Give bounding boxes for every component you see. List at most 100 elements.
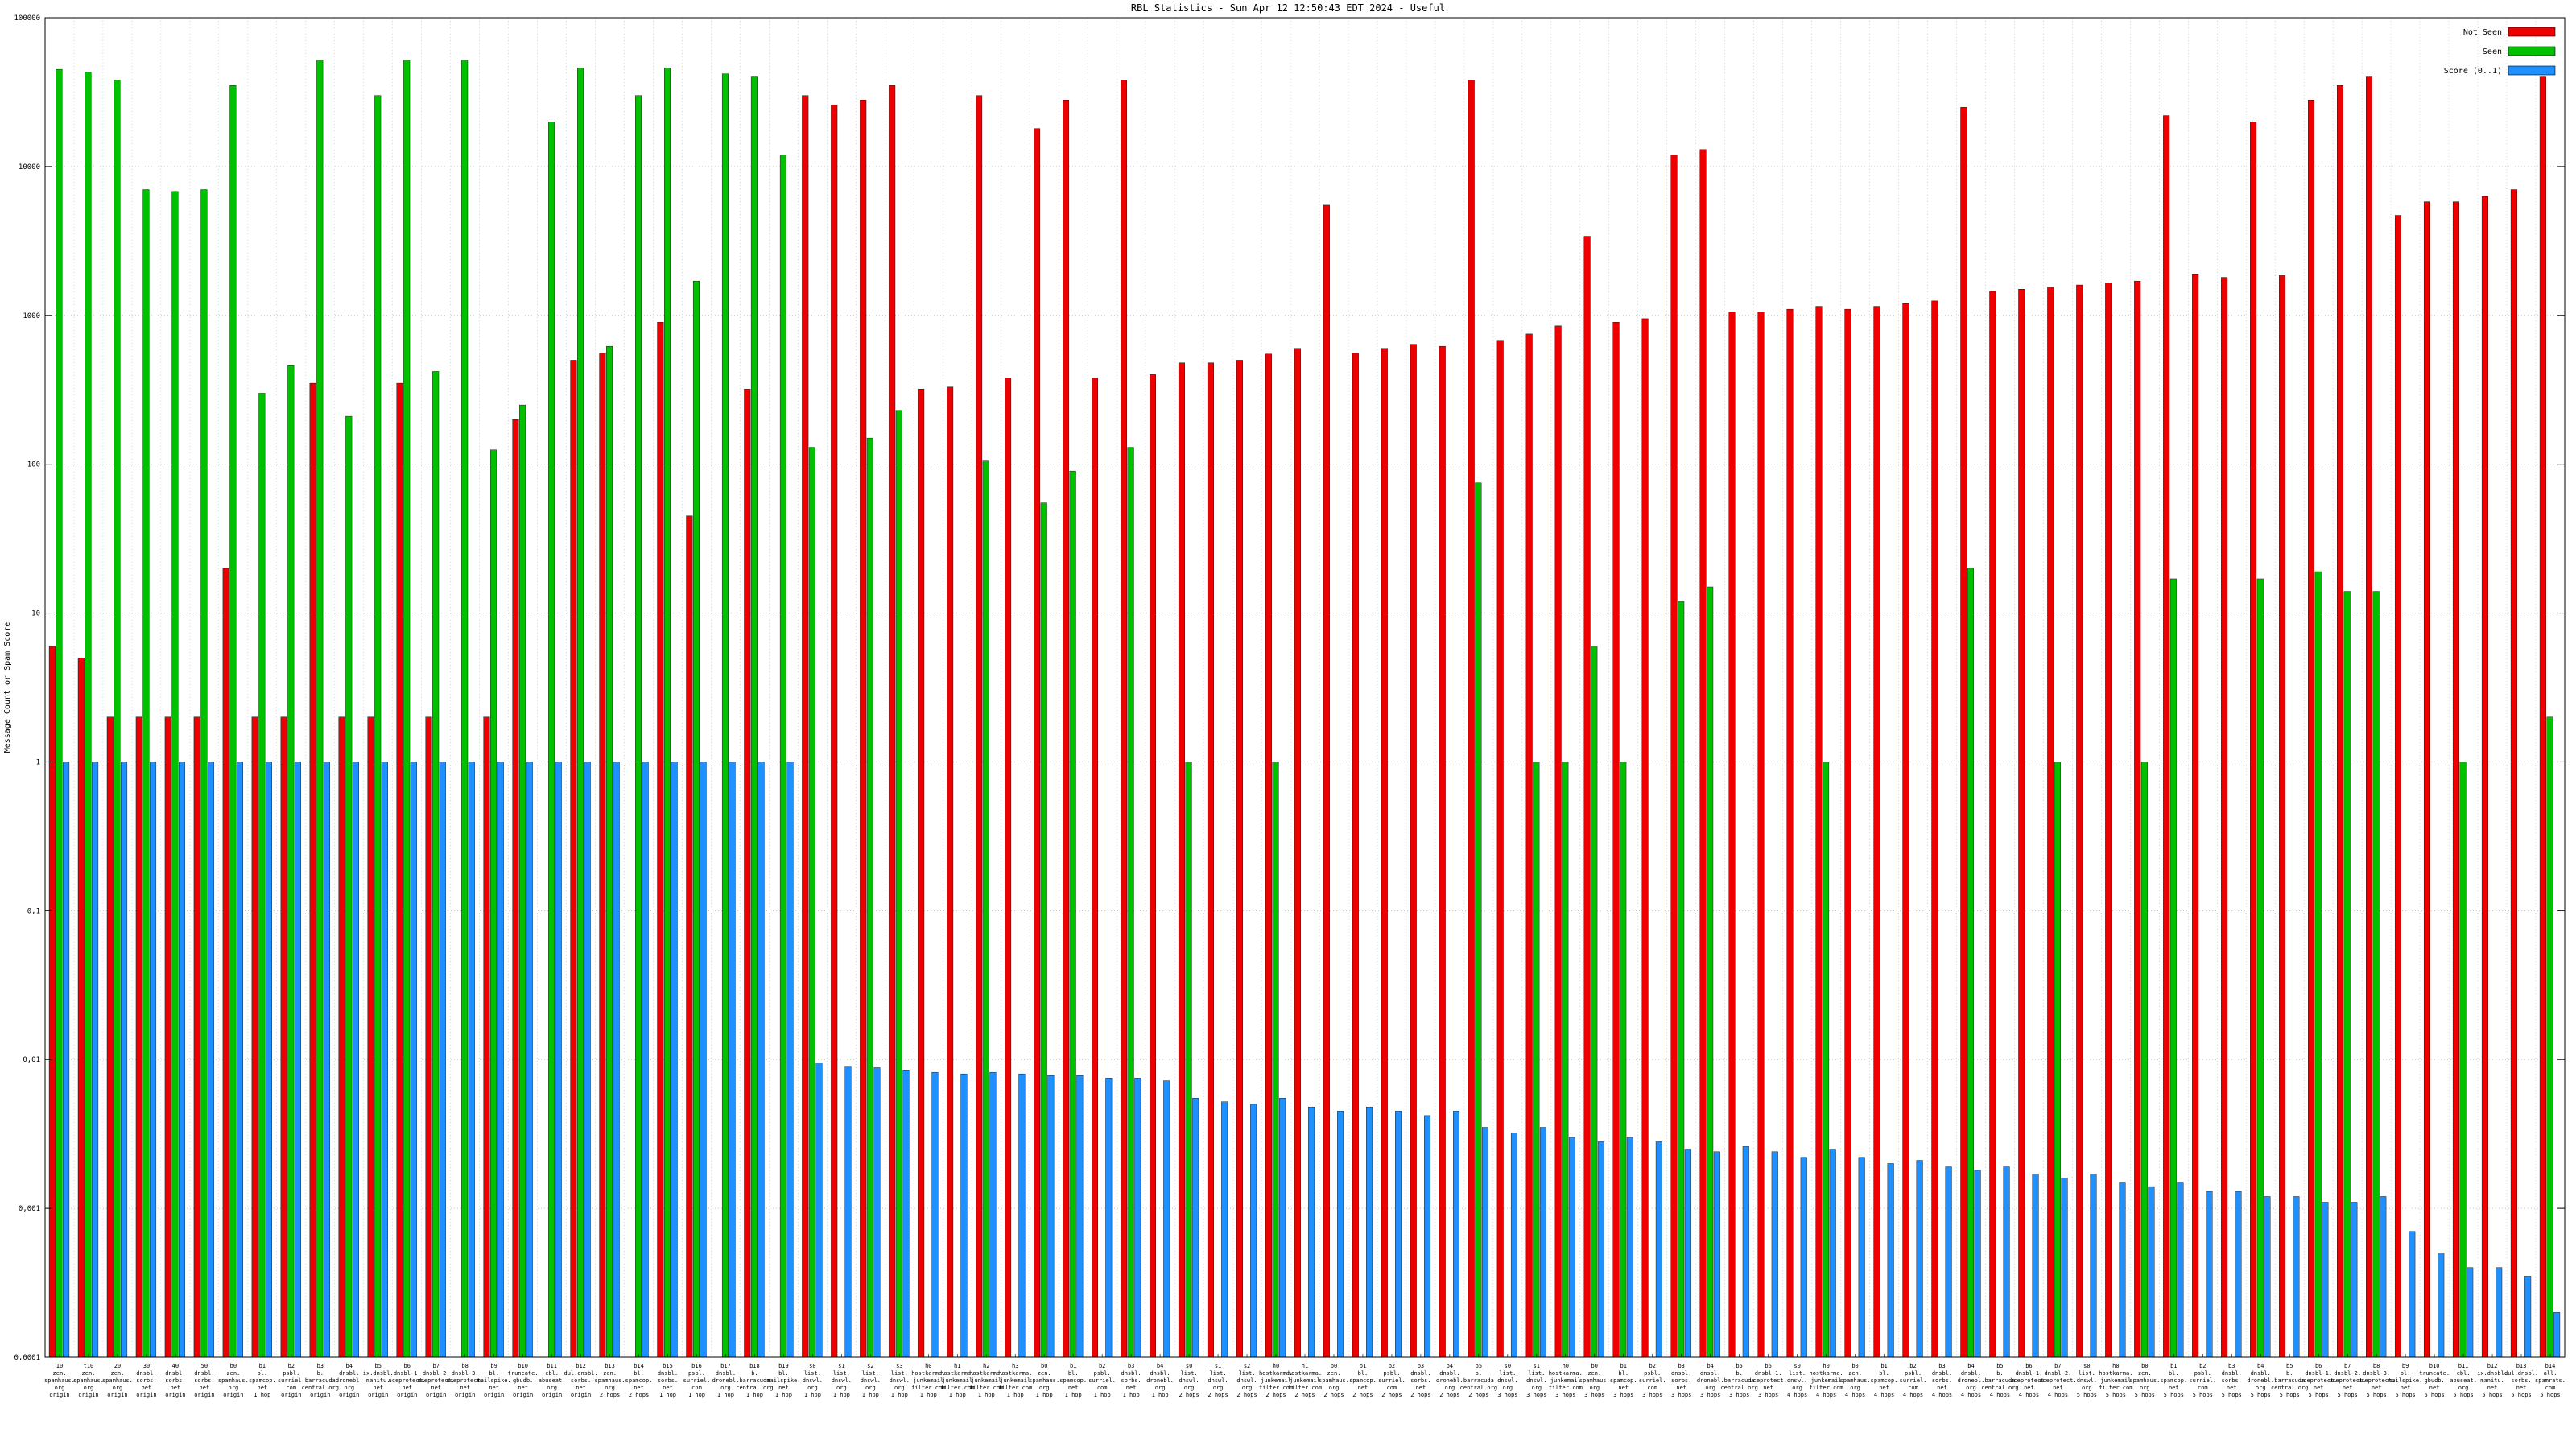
bar-not-seen bbox=[164, 716, 171, 1358]
bar-seen bbox=[1533, 762, 1540, 1358]
bar-not-seen bbox=[2423, 201, 2430, 1358]
x-tick-label: 10 zen. spamhaus. org origin bbox=[44, 1363, 75, 1398]
bar-score bbox=[2264, 1196, 2271, 1358]
bar-not-seen bbox=[512, 419, 519, 1358]
bar-score bbox=[265, 762, 272, 1358]
bar-not-seen bbox=[2076, 284, 2083, 1358]
bar-score bbox=[1945, 1166, 1952, 1358]
bar-score bbox=[584, 762, 591, 1358]
bar-not-seen bbox=[1178, 362, 1185, 1358]
bar-score bbox=[1279, 1098, 1286, 1358]
x-tick-label: b1 bl. spamcop. net 1 hop bbox=[1059, 1363, 1087, 1398]
bar-score bbox=[1221, 1101, 1228, 1358]
x-tick-label: b7 dnsbl-2. uceprotect. net origin bbox=[418, 1363, 455, 1398]
bar-not-seen bbox=[1728, 312, 1736, 1358]
x-tick-label: h0 hostkarma. junkemail filter.com 4 hops bbox=[1810, 1363, 1843, 1398]
x-tick-label: b0 zen. spamhaus. org 3 hops bbox=[1579, 1363, 1610, 1398]
bar-score bbox=[1018, 1073, 1026, 1358]
bar-seen bbox=[1475, 482, 1482, 1358]
bar-score bbox=[758, 762, 765, 1358]
bar-seen bbox=[750, 76, 758, 1358]
x-tick-label: b11 cbl. abuseat. org origin bbox=[539, 1363, 566, 1398]
bar-score bbox=[1250, 1104, 1257, 1358]
x-tick-label: s2 list. dnswl. org 2 hops bbox=[1236, 1363, 1257, 1398]
bar-seen bbox=[2314, 571, 2322, 1358]
bar-seen bbox=[1562, 762, 1569, 1358]
bar-score bbox=[2438, 1253, 2445, 1358]
bar-not-seen bbox=[309, 382, 316, 1358]
x-tick-label: s1 list. dnswl. org 3 hops bbox=[1526, 1363, 1546, 1398]
bar-score bbox=[786, 762, 794, 1358]
bar-seen bbox=[1967, 568, 1974, 1358]
bar-seen bbox=[895, 410, 902, 1358]
x-tick-label: b0 zen. spamhaus. org 5 hops bbox=[2129, 1363, 2160, 1398]
x-tick-label: b2 psbl. surriel. com 3 hops bbox=[1639, 1363, 1666, 1398]
x-tick-label: s0 list. dnswl. org 1 hop bbox=[803, 1363, 823, 1398]
bar-score bbox=[63, 762, 70, 1358]
bar-not-seen bbox=[1005, 378, 1012, 1358]
bar-not-seen bbox=[1468, 80, 1475, 1358]
x-tick-label: s2 list. dnswl. org 1 hop bbox=[861, 1363, 881, 1398]
bar-seen bbox=[56, 68, 63, 1358]
bar-seen bbox=[548, 122, 555, 1358]
legend-label: Not Seen bbox=[2463, 28, 2502, 37]
bar-score bbox=[439, 762, 446, 1358]
bar-not-seen bbox=[1554, 325, 1562, 1358]
legend-swatch bbox=[2508, 27, 2556, 37]
x-tick-label: b8 dnsbl-3. uceprotect. net origin bbox=[446, 1363, 483, 1398]
bar-score bbox=[1829, 1149, 1836, 1358]
bar-score bbox=[2409, 1231, 2416, 1358]
bar-not-seen bbox=[802, 95, 809, 1358]
bar-score bbox=[2119, 1182, 2126, 1358]
bar-seen bbox=[171, 191, 179, 1358]
bar-seen bbox=[432, 371, 440, 1358]
bar-seen bbox=[114, 80, 121, 1358]
bar-not-seen bbox=[1699, 149, 1707, 1358]
y-tick-label: 1000 bbox=[23, 312, 40, 320]
bar-score bbox=[1337, 1111, 1344, 1358]
bar-not-seen bbox=[483, 716, 490, 1358]
bar-seen bbox=[663, 68, 671, 1358]
x-tick-label: b7 dnsbl-2. uceprotect. net 4 hops bbox=[2039, 1363, 2076, 1398]
x-tick-label: b5 ix.dnsbl. manitu. net origin bbox=[363, 1363, 394, 1398]
bar-score bbox=[2553, 1312, 2561, 1358]
y-tick-label: 0,01 bbox=[23, 1056, 40, 1064]
x-tick-label: b5 b. barracuda central.org 4 hops bbox=[1981, 1363, 2018, 1398]
bar-seen bbox=[1272, 762, 1279, 1358]
bar-seen bbox=[1678, 601, 1685, 1358]
bar-score bbox=[873, 1067, 881, 1358]
bar-not-seen bbox=[2279, 275, 2286, 1358]
x-tick-label: b4 dnsbl. dronebl. org 2 hops bbox=[1436, 1363, 1463, 1398]
bar-score bbox=[352, 762, 359, 1358]
bar-score bbox=[2496, 1267, 2503, 1358]
bar-not-seen bbox=[135, 716, 142, 1358]
bar-seen bbox=[721, 73, 729, 1358]
x-tick-label: b1 bl. spamcop. net 4 hops bbox=[1871, 1363, 1898, 1398]
bar-not-seen bbox=[831, 104, 838, 1358]
bar-not-seen bbox=[2221, 277, 2228, 1358]
bar-not-seen bbox=[2250, 122, 2257, 1358]
x-tick-label: b5 b. barracuda central.org 5 hops bbox=[2271, 1363, 2308, 1398]
x-tick-label: b3 dnsbl. sorbs. net 2 hops bbox=[1410, 1363, 1430, 1398]
bar-score bbox=[1395, 1111, 1402, 1358]
legend: Not Seen Seen Score (0..1) bbox=[2444, 27, 2556, 76]
x-tick-label: b1 bl. spamcop. net 5 hops bbox=[2160, 1363, 2187, 1398]
bar-not-seen bbox=[686, 515, 693, 1358]
bar-not-seen bbox=[338, 716, 345, 1358]
bar-score bbox=[121, 762, 128, 1358]
bar-not-seen bbox=[1063, 100, 1070, 1358]
bar-not-seen bbox=[1381, 348, 1388, 1358]
bar-not-seen bbox=[1496, 340, 1504, 1358]
bar-not-seen bbox=[1583, 236, 1591, 1358]
legend-label: Seen bbox=[2483, 47, 2502, 56]
bar-not-seen bbox=[1294, 348, 1301, 1358]
bar-not-seen bbox=[425, 716, 432, 1358]
y-tick-label: 100 bbox=[27, 461, 40, 469]
bar-score bbox=[1105, 1078, 1113, 1358]
bar-seen bbox=[374, 95, 382, 1358]
bar-score bbox=[2003, 1166, 2010, 1358]
x-tick-label: b4 dnsbl. dronebl. org 4 hops bbox=[1958, 1363, 1985, 1398]
bar-seen bbox=[982, 460, 989, 1358]
bar-not-seen bbox=[2018, 289, 2025, 1358]
